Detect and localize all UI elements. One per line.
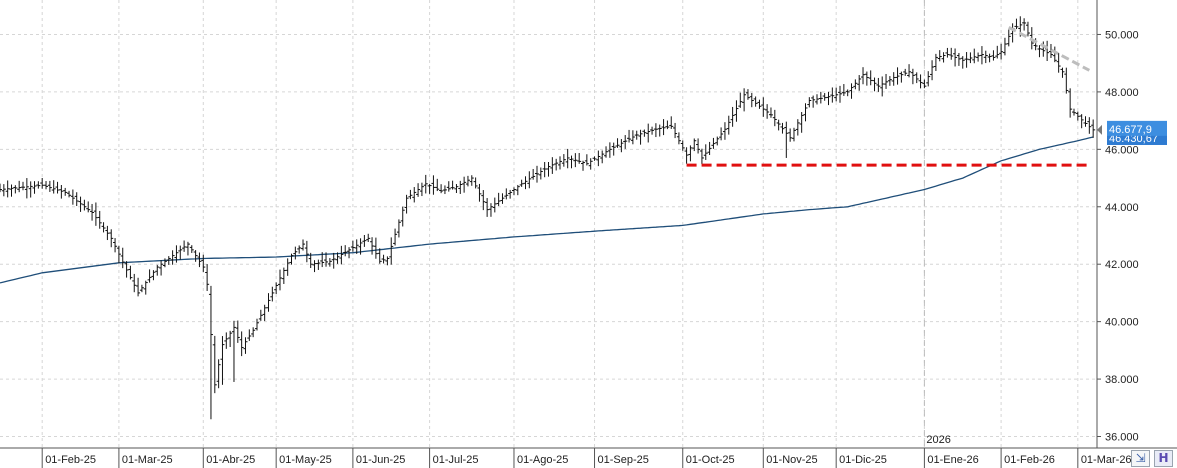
x-tick-label: 01-Sep-25 xyxy=(598,454,649,466)
last-value-pointer xyxy=(1097,124,1102,135)
x-tick-label: 01-Jun-25 xyxy=(356,454,406,466)
x-tick-label: 01-Abr-25 xyxy=(206,454,255,466)
zoom-fit-icon[interactable]: ⇲ xyxy=(1131,450,1150,467)
y-tick-label: 38.000 xyxy=(1105,374,1139,386)
h-icon[interactable]: H xyxy=(1154,450,1173,467)
year-label: 2026 xyxy=(926,434,950,446)
ohlc-bars xyxy=(0,16,1096,420)
ma-value-label: 46.430,67 xyxy=(1109,133,1158,145)
y-tick-label: 36.000 xyxy=(1105,432,1139,444)
x-tick-label: 01-Oct-25 xyxy=(686,454,735,466)
x-axis-ticks: 01-Feb-25 01-Mar-25 01-Abr-25 01-May-25 01-J… xyxy=(41,448,1132,468)
plot-background xyxy=(0,0,1097,448)
axes xyxy=(0,0,1177,449)
trend-dashed-line xyxy=(1008,25,1091,72)
trend-line xyxy=(1008,25,1091,72)
y-tick-label: 40.000 xyxy=(1105,317,1139,329)
x-tick-label: 01-Feb-26 xyxy=(1004,454,1055,466)
y-axis-ticks: 36.000 38.000 40.000 42.000 44.000 46.000 48.0… xyxy=(1097,29,1139,444)
y-tick-label: 44.000 xyxy=(1105,202,1139,214)
x-tick-label: 01-May-25 xyxy=(279,454,332,466)
x-tick-label: 01-Feb-25 xyxy=(45,454,96,466)
x-tick-label: 01-Nov-25 xyxy=(766,454,817,466)
last-value-label: 46.677,9 xyxy=(1109,124,1152,136)
y-tick-label: 46.000 xyxy=(1105,144,1139,156)
y-tick-label: 48.000 xyxy=(1105,87,1139,99)
x-tick-label: 01-Mar-25 xyxy=(122,454,173,466)
year-separator: 2026 xyxy=(923,0,951,448)
x-tick-label: 01-Ene-26 xyxy=(927,454,978,466)
moving-average-line xyxy=(0,136,1094,284)
last-value-box xyxy=(1107,120,1167,136)
x-tick-label: 01-Jul-25 xyxy=(433,454,479,466)
y-tick-label: 50.000 xyxy=(1105,29,1139,41)
x-tick-label: 01-Ago-25 xyxy=(517,454,568,466)
x-tick-label: 01-Dic-25 xyxy=(839,454,887,466)
x-tick-label: 01-Mar-26 xyxy=(1081,454,1132,466)
y-tick-label: 42.000 xyxy=(1105,259,1139,271)
moving-average-series xyxy=(0,136,1094,284)
